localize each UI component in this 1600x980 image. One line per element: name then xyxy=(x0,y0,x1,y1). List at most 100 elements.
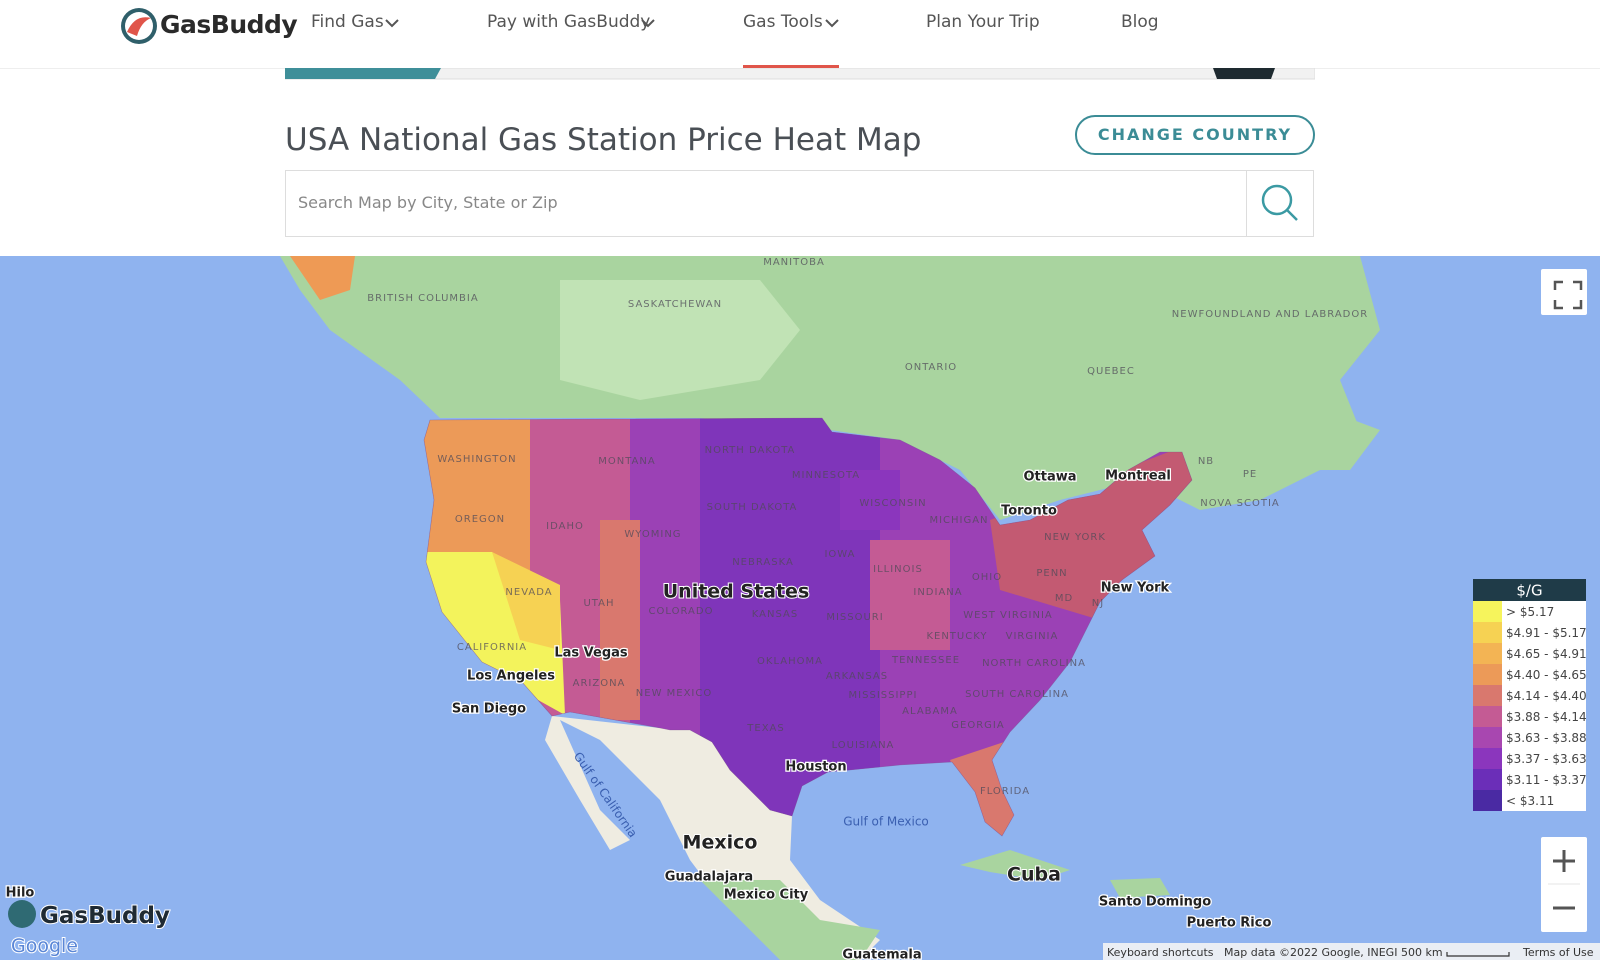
legend-label: $4.14 - $4.40 xyxy=(1506,689,1587,703)
alaska xyxy=(290,256,355,300)
map-label: GEORGIA xyxy=(951,720,1004,731)
attribution[interactable]: Keyboard shortcuts xyxy=(1107,946,1214,959)
map-label: Houston xyxy=(785,760,846,775)
map-label: WYOMING xyxy=(624,529,681,540)
map-label: KANSAS xyxy=(752,609,798,620)
legend-label: $3.11 - $3.37 xyxy=(1506,773,1587,787)
atlantic-land xyxy=(1240,400,1380,470)
zoom-controls[interactable] xyxy=(1541,837,1587,932)
legend-label: $3.88 - $4.14 xyxy=(1506,710,1587,724)
header: GasBuddy Find Gas Pay with GasBuddy Gas … xyxy=(0,0,1600,69)
legend-label: < $3.11 xyxy=(1506,794,1554,808)
nav-item[interactable]: Find Gas xyxy=(311,12,384,32)
map-label: IDAHO xyxy=(546,521,584,532)
map-label: MANITOBA xyxy=(763,257,825,268)
legend-label: $4.65 - $4.91 xyxy=(1506,647,1587,661)
cuba xyxy=(960,850,1070,880)
nav-item[interactable]: Gas Tools xyxy=(743,12,823,32)
map-label: QUEBEC xyxy=(1087,366,1135,377)
legend-header xyxy=(1473,579,1586,601)
search-button[interactable] xyxy=(1246,171,1313,236)
attribution[interactable]: Terms of Use xyxy=(1522,946,1594,959)
legend-swatch xyxy=(1473,601,1502,622)
map-label: San Diego xyxy=(452,702,526,717)
map-label: NOVA SCOTIA xyxy=(1200,498,1280,509)
watermark: GasBuddy xyxy=(40,903,170,929)
legend-swatch xyxy=(1473,706,1502,727)
map-label: NORTH DAKOTA xyxy=(705,445,796,456)
prairie xyxy=(560,280,800,400)
map-label: Puerto Rico xyxy=(1187,916,1272,931)
map-label: MICHIGAN xyxy=(929,515,988,526)
map-label: New York xyxy=(1101,581,1170,596)
map-label: VIRGINIA xyxy=(1006,631,1059,642)
map-label: OHIO xyxy=(972,572,1002,583)
map-label: ARKANSAS xyxy=(826,671,888,682)
map-label: NEW YORK xyxy=(1044,532,1106,543)
map-label: Guadalajara xyxy=(665,870,753,885)
legend-label: $3.63 - $3.88 xyxy=(1506,731,1587,745)
legend-swatch xyxy=(1473,643,1502,664)
map-label: WISCONSIN xyxy=(859,498,926,509)
nav-item[interactable]: Blog xyxy=(1121,12,1159,32)
legend-label: > $5.17 xyxy=(1506,605,1554,619)
map-label: IOWA xyxy=(824,549,855,560)
nav-item[interactable]: Plan Your Trip xyxy=(926,12,1040,32)
map-label: COLORADO xyxy=(649,606,714,617)
fullscreen-button[interactable] xyxy=(1541,269,1587,315)
legend-swatch xyxy=(1473,664,1502,685)
map-label: ONTARIO xyxy=(905,362,957,373)
search-box[interactable]: Search Map by City, State or Zip xyxy=(285,170,1314,237)
search-placeholder: Search Map by City, State or Zip xyxy=(298,193,558,212)
map-label: MONTANA xyxy=(598,456,655,467)
logo-icon[interactable] xyxy=(119,6,159,46)
map-label: PENN xyxy=(1036,568,1067,579)
map-label: NEVADA xyxy=(505,587,552,598)
google-logo: Google xyxy=(11,935,78,957)
map-label: ILLINOIS xyxy=(873,564,923,575)
nav-decor xyxy=(385,19,839,68)
attribution[interactable]: Map data ©2022 Google, INEGI xyxy=(1224,946,1397,959)
legend-label: $3.37 - $3.63 xyxy=(1506,752,1587,766)
scale-bar xyxy=(1446,952,1510,957)
attribution: 500 km xyxy=(1401,946,1443,959)
map-label: CALIFORNIA xyxy=(457,642,527,653)
map-label: Gulf of Mexico xyxy=(843,815,929,829)
map-label: MINNESOTA xyxy=(792,470,860,481)
map-label: SASKATCHEWAN xyxy=(628,299,722,310)
map-label: Guatemala xyxy=(842,948,921,961)
hispaniola xyxy=(1110,878,1170,898)
map-label: WASHINGTON xyxy=(437,454,516,465)
map-label: Mexico City xyxy=(724,888,809,903)
legend-label: $4.40 - $4.65 xyxy=(1506,668,1587,682)
map-label: Los Angeles xyxy=(467,669,555,684)
map-label: Las Vegas xyxy=(554,646,628,661)
map-label: BRITISH COLUMBIA xyxy=(367,293,478,304)
map-label: Santo Domingo xyxy=(1099,895,1211,910)
watermark-icon xyxy=(8,900,36,928)
map-label: Mexico xyxy=(683,832,758,854)
legend-swatch xyxy=(1473,769,1502,790)
logo-text[interactable]: GasBuddy xyxy=(160,10,298,39)
map-label: ARIZONA xyxy=(573,678,626,689)
map-label: WEST VIRGINIA xyxy=(963,610,1053,621)
map-label: MISSISSIPPI xyxy=(849,690,918,701)
map-label: TENNESSEE xyxy=(891,655,960,666)
legend-label: $4.91 - $5.17 xyxy=(1506,626,1587,640)
nav-item[interactable]: Pay with GasBuddy xyxy=(487,12,651,32)
map-label: SOUTH DAKOTA xyxy=(707,502,798,513)
map-label: NB xyxy=(1198,456,1214,467)
legend-swatch xyxy=(1473,622,1502,643)
map-label: MD xyxy=(1055,593,1073,604)
page-title: USA National Gas Station Price Heat Map xyxy=(285,122,922,158)
map[interactable]: MANITOBA BRITISH COLUMBIA SASKATCHEWAN ONTA… xyxy=(0,256,1600,960)
legend-swatch xyxy=(1473,748,1502,769)
map-label: NEW MEXICO xyxy=(636,688,712,699)
change-country-button[interactable]: CHANGE COUNTRY xyxy=(1075,115,1315,155)
map-label: NJ xyxy=(1092,598,1104,609)
map-label: Toronto xyxy=(1001,504,1057,519)
mexico-south xyxy=(700,880,880,960)
map-label: Cuba xyxy=(1007,864,1061,886)
map-label: ALABAMA xyxy=(902,706,958,717)
map-label: NEBRASKA xyxy=(732,557,794,568)
